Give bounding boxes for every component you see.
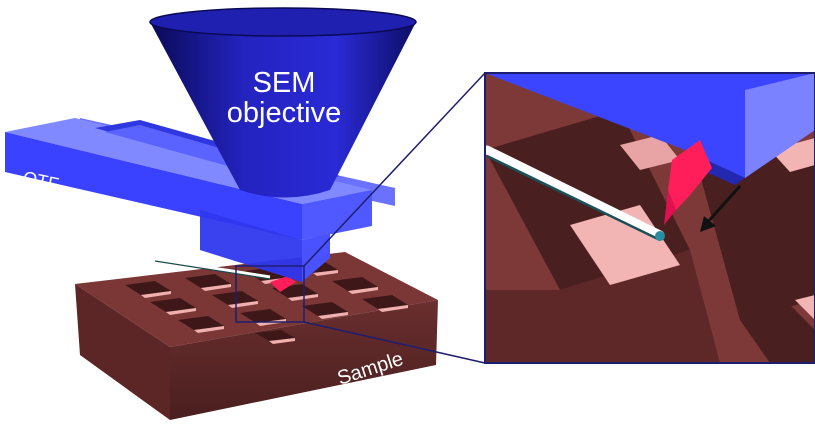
inset-probe-tip: [668, 140, 712, 210]
qtf-front-face: [5, 132, 302, 240]
sample-front-face: [170, 300, 438, 420]
inset-border: [484, 72, 815, 364]
inset-wire: [485, 145, 665, 240]
objective-label-line1: SEM: [253, 67, 316, 99]
magnified-inset: [484, 72, 815, 364]
zoom-line-bottom: [303, 321, 486, 364]
zoom-selection-box: [235, 265, 305, 323]
cone-top: [150, 8, 416, 36]
objective-label-line2: objective: [227, 97, 341, 129]
sample-block: Sample: [75, 252, 438, 420]
cone-body: [150, 22, 416, 198]
sample-left-face: [75, 284, 170, 420]
sem-objective-cone: SEM objective: [149, 7, 417, 198]
probe-wire: [154, 257, 271, 279]
probe-tip: [270, 276, 296, 292]
zoom-line-top: [303, 72, 486, 267]
scan-direction-arrow: [704, 184, 742, 226]
sample-top-face: [75, 252, 438, 347]
